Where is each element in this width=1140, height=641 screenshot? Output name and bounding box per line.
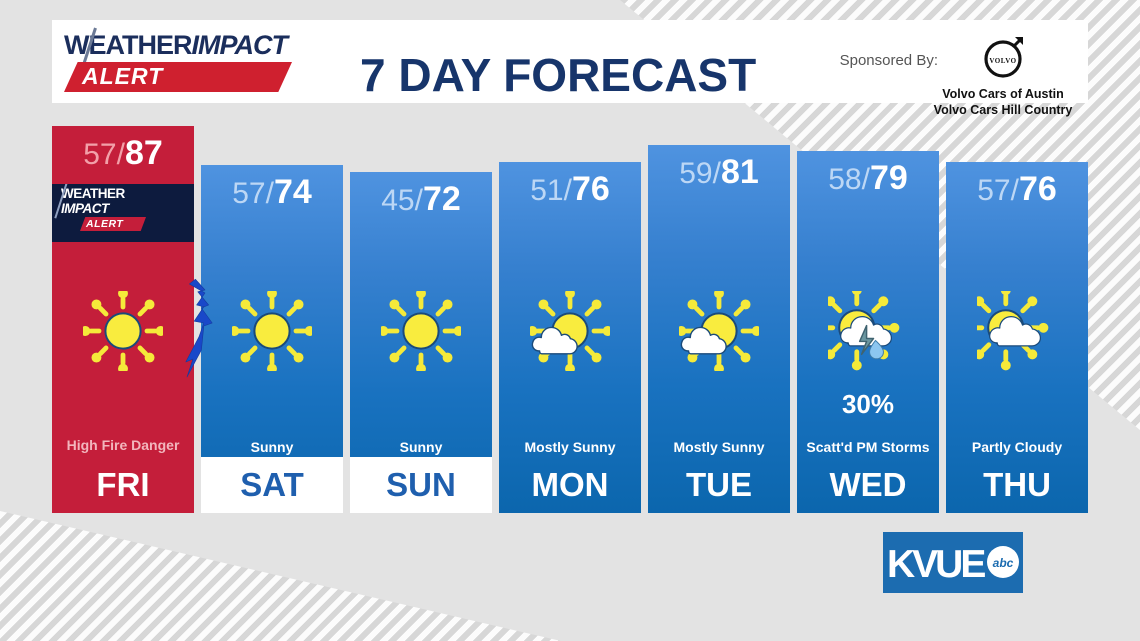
svg-text:abc: abc [993, 556, 1014, 570]
svg-text:VOLVO: VOLVO [989, 57, 1016, 65]
svg-text:KVUE: KVUE [887, 543, 985, 586]
